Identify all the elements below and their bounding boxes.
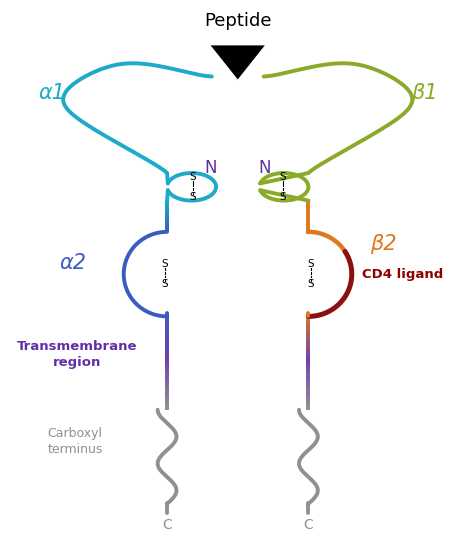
Text: N: N bbox=[259, 160, 271, 177]
Text: S: S bbox=[162, 259, 168, 269]
Text: Transmembrane
region: Transmembrane region bbox=[17, 340, 138, 369]
Text: N: N bbox=[204, 160, 217, 177]
Text: S: S bbox=[280, 172, 286, 182]
Text: S: S bbox=[308, 279, 314, 289]
Polygon shape bbox=[209, 44, 267, 81]
Text: β1: β1 bbox=[410, 83, 437, 103]
Text: C: C bbox=[303, 519, 313, 532]
Text: α2: α2 bbox=[59, 253, 86, 273]
Text: S: S bbox=[162, 279, 168, 289]
Text: S: S bbox=[189, 192, 196, 202]
Text: S: S bbox=[280, 192, 286, 202]
Text: α1: α1 bbox=[38, 83, 65, 103]
Text: β2: β2 bbox=[371, 234, 397, 254]
Text: CD4 ligand: CD4 ligand bbox=[362, 268, 443, 281]
Text: C: C bbox=[162, 519, 172, 532]
Text: S: S bbox=[189, 172, 196, 182]
Text: S: S bbox=[308, 259, 314, 269]
Text: Peptide: Peptide bbox=[204, 12, 272, 30]
Text: Carboxyl
terminus: Carboxyl terminus bbox=[47, 427, 103, 457]
